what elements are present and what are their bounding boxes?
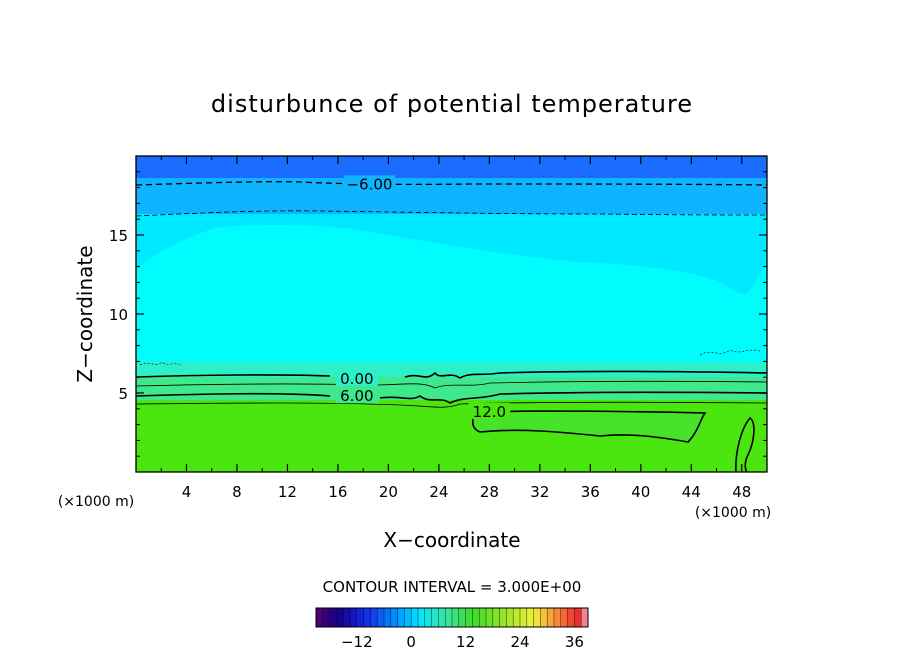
x-unit-right: (×1000 m) [695, 505, 771, 521]
colorbar-swatch [350, 608, 358, 627]
colorbar-swatch [513, 608, 521, 627]
contour-line-12-right [735, 416, 755, 472]
x-tick-label: 4 [182, 483, 192, 501]
colorbar-swatch [574, 608, 582, 627]
colorbar-swatch [431, 608, 439, 627]
x-axis: 4 8 12 16 20 24 28 32 36 40 44 48 [160, 156, 751, 501]
x-axis-label: X−coordinate [383, 528, 520, 552]
colorbar-swatch [390, 608, 399, 627]
colorbar-ticks: −12 0 12 24 36 [341, 633, 584, 651]
y-tick-label: 15 [109, 227, 128, 245]
contour-line-9 [136, 401, 767, 408]
contour-label: −6.00 [346, 175, 392, 193]
colorbar-frame [315, 607, 589, 628]
contour-line-3 [136, 380, 767, 389]
y-tick-label: 10 [109, 306, 128, 324]
colorbar-swatch [506, 608, 514, 627]
colorbar-swatch [499, 608, 507, 627]
colorbar-swatch [329, 608, 337, 627]
contour-label-bg [335, 387, 378, 404]
contour-label: 0.00 [340, 370, 373, 388]
colorbar-swatch [486, 608, 494, 627]
y-tick-label: 5 [118, 385, 128, 403]
contour-line-minus6 [136, 181, 767, 186]
colorbar-swatch [458, 608, 467, 627]
colorbar-swatch [581, 608, 589, 627]
x-tick-label: 20 [379, 483, 398, 501]
contour-noise-left [139, 361, 183, 367]
colorbar-swatch [452, 608, 460, 627]
colorbar-swatch [343, 608, 351, 627]
colorbar-swatch [418, 608, 426, 627]
contour-label: 6.00 [340, 387, 373, 405]
x-tick-label: 48 [732, 483, 751, 501]
colorbar-swatch [560, 608, 569, 627]
plot-area [136, 156, 767, 472]
colorbar-tick-label: 12 [456, 633, 475, 651]
colorbar-swatch [404, 608, 412, 627]
x-tick-label: 32 [530, 483, 549, 501]
colorbar-swatch [540, 608, 548, 627]
colorbar-swatch [438, 608, 446, 627]
contour-label-bg [468, 402, 511, 419]
colorbar-swatch [492, 608, 501, 627]
colorbar-swatch [397, 608, 405, 627]
colorbar-swatch [445, 608, 453, 627]
y-axis: 5 10 15 [109, 171, 767, 457]
colorbar-swatch [472, 608, 480, 627]
contour-interval-text: CONTOUR INTERVAL = 3.000E+00 [323, 578, 582, 596]
colorbar-swatch [356, 608, 365, 627]
x-unit-left: (×1000 m) [58, 494, 134, 510]
x-tick-label: 24 [429, 483, 448, 501]
x-tick-label: 16 [328, 483, 347, 501]
colorbar-swatch [465, 608, 473, 627]
colorbar-swatch [316, 608, 324, 627]
fill-low-layer [136, 377, 767, 403]
colorbar-tick-label: 36 [565, 633, 584, 651]
contour-line-minus3 [136, 210, 767, 217]
x-tick-label: 40 [631, 483, 650, 501]
colorbar-tick-label: 24 [510, 633, 529, 651]
colorbar-swatch [424, 608, 433, 627]
colorbar-swatch [377, 608, 385, 627]
x-tick-label: 8 [232, 483, 242, 501]
contour-label: 12.0 [473, 403, 506, 421]
colorbar-swatch [567, 608, 575, 627]
colorbar-swatch [526, 608, 535, 627]
x-tick-label: 44 [682, 483, 701, 501]
contour-labels: −6.00 0.006.00 12.0 [335, 175, 511, 421]
colorbar-swatch [322, 608, 331, 627]
colorbar-swatch [336, 608, 344, 627]
colorbar-swatch [370, 608, 378, 627]
contour-line-6 [136, 391, 767, 404]
colorbar-tick-label: 0 [406, 633, 416, 651]
y-axis-label: Z−coordinate [73, 245, 97, 382]
colorbar-tick-label: −12 [341, 633, 373, 651]
x-tick-label: 28 [480, 483, 499, 501]
contour-line-0 [136, 370, 767, 379]
colorbar-swatch [479, 608, 487, 627]
contour-label-bg [343, 175, 395, 192]
colorbar-swatch [411, 608, 419, 627]
colorbar-swatch [547, 608, 555, 627]
fill-inner-pocket [471, 413, 702, 442]
colorbar [315, 607, 589, 628]
contour-noise-right [699, 349, 763, 356]
contour-label-bg [335, 369, 378, 386]
colorbar-swatch [363, 608, 371, 627]
x-tick-label: 12 [278, 483, 297, 501]
colorbar-swatch [554, 608, 562, 627]
x-tick-label: 36 [581, 483, 600, 501]
chart-title: disturbunce of potential temperature [211, 90, 693, 118]
colorbar-swatch [384, 608, 392, 627]
colorbar-swatch [520, 608, 528, 627]
colorbar-swatch [533, 608, 541, 627]
fill-main-layer [136, 225, 767, 365]
